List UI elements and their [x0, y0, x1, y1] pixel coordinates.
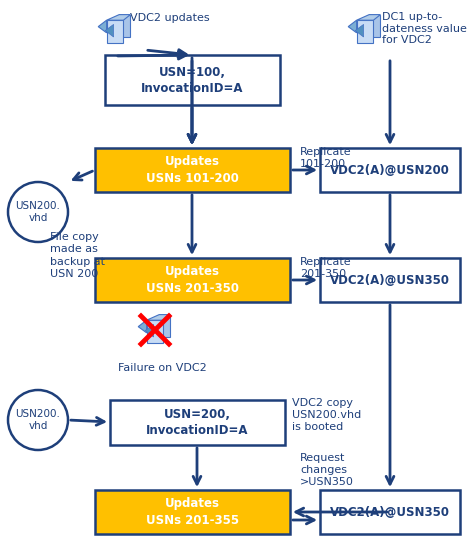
- FancyBboxPatch shape: [319, 258, 459, 302]
- Text: File copy
made as
backup at
USN 200: File copy made as backup at USN 200: [50, 232, 105, 279]
- FancyBboxPatch shape: [319, 490, 459, 534]
- Polygon shape: [159, 314, 170, 337]
- Polygon shape: [119, 15, 130, 37]
- Polygon shape: [105, 24, 113, 37]
- Text: USN200.
vhd: USN200. vhd: [16, 409, 60, 431]
- Text: DC1 up-to-
dateness value
for VDC2: DC1 up-to- dateness value for VDC2: [381, 12, 466, 45]
- Text: USN200.
vhd: USN200. vhd: [16, 201, 60, 223]
- FancyBboxPatch shape: [319, 148, 459, 192]
- FancyBboxPatch shape: [95, 258, 289, 302]
- Text: Request
changes
>USN350: Request changes >USN350: [299, 453, 353, 488]
- Polygon shape: [106, 15, 130, 20]
- FancyBboxPatch shape: [105, 55, 279, 105]
- Text: VDC2 updates: VDC2 updates: [130, 13, 209, 23]
- Polygon shape: [98, 20, 106, 33]
- FancyBboxPatch shape: [95, 490, 289, 534]
- Polygon shape: [347, 20, 356, 33]
- Polygon shape: [356, 20, 373, 42]
- Text: USN=100,
InvocationID=A: USN=100, InvocationID=A: [141, 66, 243, 94]
- Text: VDC2(A)@USN200: VDC2(A)@USN200: [329, 163, 449, 176]
- Polygon shape: [355, 24, 363, 37]
- Polygon shape: [145, 324, 153, 337]
- Circle shape: [8, 390, 68, 450]
- Text: VDC2(A)@USN350: VDC2(A)@USN350: [329, 274, 449, 287]
- Text: VDC2 copy
USN200.vhd
is booted: VDC2 copy USN200.vhd is booted: [291, 397, 360, 432]
- Polygon shape: [106, 20, 123, 42]
- FancyBboxPatch shape: [110, 400, 284, 445]
- FancyBboxPatch shape: [95, 148, 289, 192]
- Text: Updates
USNs 101-200: Updates USNs 101-200: [146, 155, 238, 185]
- Polygon shape: [368, 15, 379, 37]
- Polygon shape: [146, 314, 170, 320]
- Polygon shape: [356, 15, 379, 20]
- Text: Updates
USNs 201-355: Updates USNs 201-355: [146, 497, 238, 527]
- Text: Replicate
201-350: Replicate 201-350: [299, 257, 351, 279]
- Text: VDC2(A)@USN350: VDC2(A)@USN350: [329, 506, 449, 519]
- Circle shape: [8, 182, 68, 242]
- Text: Updates
USNs 201-350: Updates USNs 201-350: [146, 266, 238, 294]
- Polygon shape: [138, 320, 146, 333]
- Polygon shape: [146, 320, 163, 343]
- Text: Failure on VDC2: Failure on VDC2: [118, 363, 206, 373]
- Text: USN=200,
InvocationID=A: USN=200, InvocationID=A: [146, 408, 248, 437]
- Text: Replicate
101-200: Replicate 101-200: [299, 147, 351, 169]
